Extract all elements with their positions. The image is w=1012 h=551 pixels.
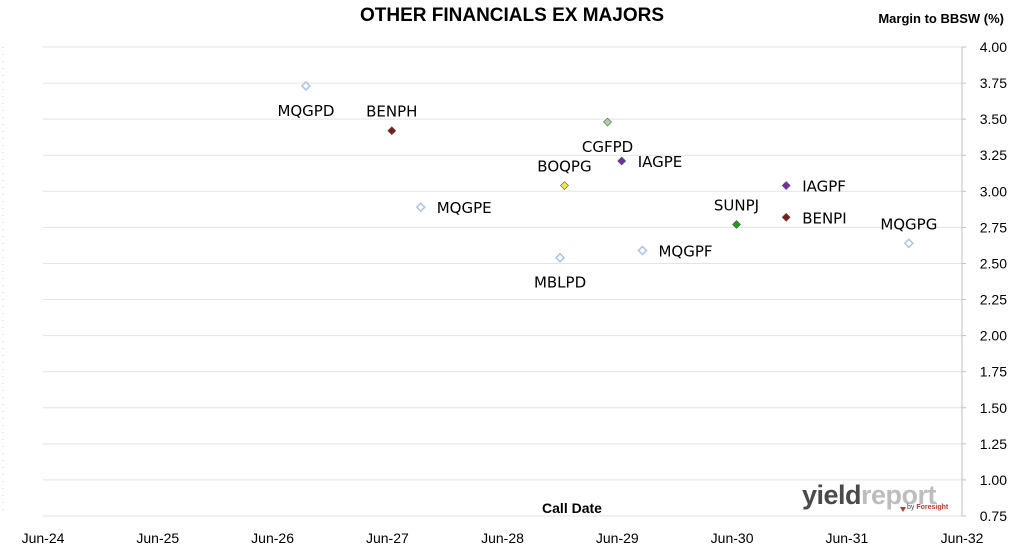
y-tick-label: 3.25 (980, 147, 1007, 163)
yieldreport-logo: yieldreport by Foresight (802, 480, 949, 512)
y-tick-label: 0.75 (980, 508, 1007, 524)
marker-iagpe (617, 156, 627, 166)
marker-mqgpg (903, 238, 914, 249)
marker-benpi (781, 212, 791, 222)
data-points: MQGPD BENPH MQGPE CGFPD IAGPE BOQPG MBLPD MQGPF… (277, 80, 937, 292)
x-tick-label: Jun-29 (596, 530, 639, 546)
x-tick-label: Jun-26 (251, 530, 294, 546)
marker-cgfpd (603, 117, 612, 127)
y-axis-title: Margin to BBSW (%) (878, 11, 1004, 26)
y-tick-label: 1.50 (980, 400, 1007, 416)
chart-title: OTHER FINANCIALS EX MAJORS (359, 5, 665, 26)
y-axis: 0.75 1.00 1.25 1.50 1.75 2.00 2.25 2.50 2.75 3.00… (961, 39, 1007, 524)
data-label-mqgpf: MQGPF (658, 242, 712, 260)
data-label-mqgpe: MQGPE (437, 199, 492, 217)
x-tick-label: Jun-24 (22, 530, 65, 546)
data-label-mqgpg: MQGPG (880, 215, 937, 233)
data-label-iagpe: IAGPE (638, 153, 683, 171)
marker-benph (387, 126, 397, 136)
y-tick-label: 1.25 (980, 436, 1007, 452)
x-tick-label: Jun-30 (711, 530, 754, 546)
marker-mblpd (554, 252, 566, 263)
data-label-mblpd: MBLPD (534, 274, 586, 292)
marker-mqgpe (415, 202, 426, 213)
y-tick-label: 3.50 (980, 111, 1007, 127)
data-label-sunpj: SUNPJ (714, 196, 759, 214)
y-tick-label: 4.00 (980, 39, 1007, 55)
y-tick-label: 3.75 (980, 75, 1007, 91)
marker-iagpf (781, 181, 791, 190)
data-label-benph: BENPH (366, 103, 417, 121)
x-axis: Jun-24 Jun-25 Jun-26 Jun-27 Jun-28 Jun-29 Jun-… (22, 530, 984, 546)
marker-boqpg (560, 181, 569, 190)
y-tick-label: 2.00 (980, 328, 1007, 344)
x-tick-label: Jun-28 (481, 530, 524, 546)
marker-mqgpf (637, 245, 648, 256)
x-axis-title: Call Date (542, 500, 602, 516)
y-tick-label: 1.00 (980, 472, 1007, 488)
y-tick-label: 3.00 (980, 183, 1007, 199)
data-label-cgfpd: CGFPD (582, 138, 633, 156)
data-label-iagpf: IAGPF (802, 178, 846, 196)
gridlines (2, 46, 962, 517)
marker-mqgpd (300, 80, 311, 92)
y-tick-label: 1.75 (980, 364, 1007, 380)
data-label-boqpg: BOQPG (537, 158, 591, 176)
marker-sunpj (732, 220, 741, 229)
x-tick-label: Jun-32 (941, 530, 984, 546)
data-label-benpi: BENPI (802, 209, 846, 227)
x-tick-label: Jun-31 (825, 530, 868, 546)
y-tick-label: 2.50 (980, 255, 1007, 271)
x-tick-label: Jun-25 (136, 530, 179, 546)
foresight-mark-icon (900, 507, 906, 512)
x-tick-label: Jun-27 (366, 530, 409, 546)
y-tick-label: 2.25 (980, 292, 1007, 308)
data-label-mqgpd: MQGPD (277, 102, 334, 120)
y-tick-label: 2.75 (980, 219, 1007, 235)
